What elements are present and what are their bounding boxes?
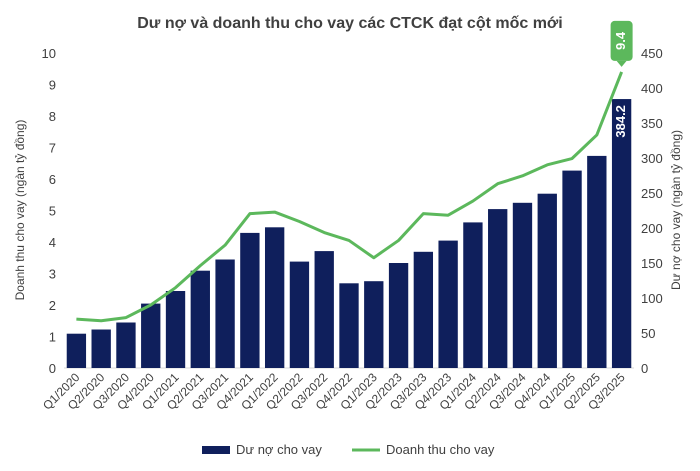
- right-tick-label: 350: [641, 116, 663, 131]
- bar: [66, 333, 87, 368]
- left-axis-label: Doanh thu cho vay (ngàn tỷ đồng): [13, 120, 27, 301]
- annotations: 384.2 9.4: [610, 20, 633, 138]
- bar: [364, 281, 384, 368]
- right-tick-label: 0: [641, 361, 648, 376]
- left-tick-label: 9: [49, 78, 56, 93]
- right-tick-label: 200: [641, 221, 663, 236]
- bar: [165, 291, 186, 368]
- line-label-box: [610, 20, 633, 61]
- bar-series: [66, 99, 632, 368]
- bar: [611, 99, 632, 368]
- chart-title: Dư nợ và doanh thu cho vay các CTCK đạt …: [137, 15, 563, 32]
- x-axis: Q1/2020Q2/2020Q3/2020Q4/2020Q1/2021Q2/20…: [40, 370, 628, 413]
- bar: [537, 193, 557, 368]
- bar: [141, 303, 161, 368]
- bar: [240, 232, 260, 368]
- left-tick-label: 7: [49, 141, 56, 156]
- right-axis: 0 50 100 150 200 250 300 350 400 450: [641, 46, 663, 376]
- bar: [91, 329, 111, 368]
- right-tick-label: 450: [641, 46, 663, 61]
- legend-label-line: Doanh thu cho vay: [386, 442, 495, 457]
- right-tick-label: 250: [641, 186, 663, 201]
- bar: [289, 261, 310, 368]
- bar: [116, 322, 136, 368]
- right-tick-label: 100: [641, 291, 663, 306]
- bar: [314, 251, 334, 368]
- bar: [488, 209, 508, 368]
- left-tick-label: 1: [49, 330, 56, 345]
- line-data-label: 9.4: [613, 31, 628, 50]
- bar: [190, 270, 210, 368]
- line-path: [76, 71, 624, 323]
- right-tick-label: 400: [641, 81, 663, 96]
- legend: Dư nợ cho vay Doanh thu cho vay: [202, 442, 495, 457]
- right-tick-label: 50: [641, 326, 655, 341]
- left-tick-label: 10: [42, 46, 56, 61]
- right-axis-label: Dư nợ cho vay (ngàn tỷ đồng): [669, 130, 683, 290]
- bar: [438, 240, 458, 368]
- right-tick-label: 300: [641, 151, 663, 166]
- bar: [562, 170, 582, 368]
- bar: [463, 222, 483, 368]
- line-label-pointer: [616, 60, 627, 67]
- legend-label-bar: Dư nợ cho vay: [236, 442, 322, 457]
- bar: [264, 227, 285, 368]
- left-tick-label: 8: [49, 109, 56, 124]
- bar-data-label: 384.2: [613, 105, 628, 138]
- left-tick-label: 5: [49, 204, 56, 219]
- line-series: [76, 71, 624, 323]
- bar: [587, 155, 607, 368]
- bar: [413, 251, 434, 368]
- left-tick-label: 3: [49, 267, 56, 282]
- left-tick-label: 2: [49, 298, 56, 313]
- left-tick-label: 0: [49, 361, 56, 376]
- left-tick-label: 6: [49, 172, 56, 187]
- bar: [512, 202, 533, 368]
- right-tick-label: 150: [641, 256, 663, 271]
- left-tick-label: 4: [49, 235, 56, 250]
- bar: [339, 283, 359, 368]
- bar: [388, 263, 409, 368]
- left-axis: 0 1 2 3 4 5 6 7 8 9 10: [42, 46, 56, 376]
- legend-swatch-bar: [202, 446, 230, 454]
- bar: [215, 259, 235, 368]
